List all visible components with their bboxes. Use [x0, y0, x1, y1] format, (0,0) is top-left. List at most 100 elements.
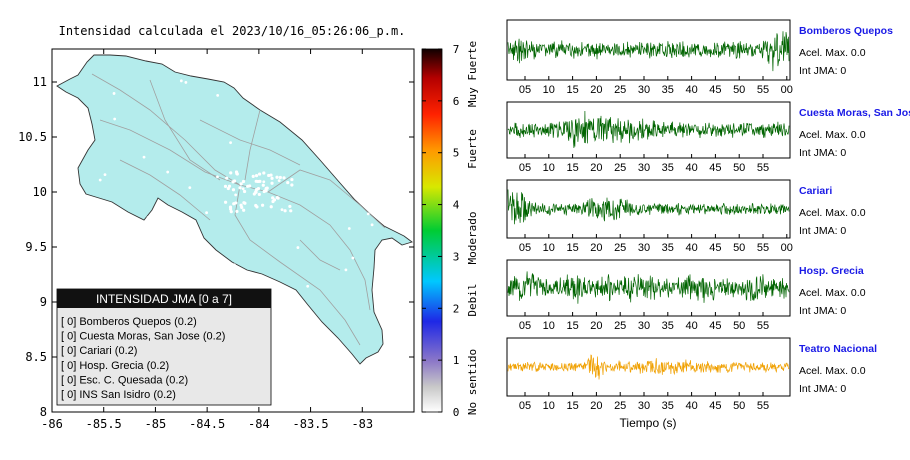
- waveform-tick-label: 20: [590, 84, 602, 96]
- legend-box: [56, 288, 272, 406]
- station-dot: [241, 187, 245, 191]
- station-dot: [329, 121, 333, 125]
- station-dot: [113, 117, 117, 121]
- station-name: Teatro Nacional: [799, 343, 877, 355]
- waveform-tick-label: 15: [566, 400, 578, 412]
- station-dot: [219, 273, 223, 276]
- legend-title-bar: [57, 289, 271, 308]
- station-name: Cuesta Moras, San Jose: [799, 107, 910, 119]
- waveform-tick-label: 30: [638, 242, 650, 254]
- station-dot: [156, 273, 159, 277]
- station-dot: [223, 184, 228, 188]
- station-dot: [370, 223, 374, 227]
- waveform-tick-label: 45: [709, 162, 721, 174]
- station-dot: [142, 155, 146, 159]
- station-dot: [241, 179, 246, 184]
- station-dot: [242, 201, 246, 205]
- station-dot: [275, 196, 279, 200]
- station-dot: [257, 172, 262, 176]
- waveform-trace: [507, 31, 790, 72]
- station-dot: [232, 179, 237, 183]
- waveform-tick-label: 30: [638, 162, 650, 174]
- legend-title: INTENSIDAD JMA [0 a 7]: [96, 292, 232, 306]
- colorbar-label-no-sentido: No sentido: [466, 349, 479, 415]
- waveform-tick-label: 25: [614, 162, 626, 174]
- station-dot: [260, 203, 265, 207]
- waveform-tick-label: 45: [709, 320, 721, 332]
- map-y-tick-label: 9: [40, 295, 47, 309]
- station-dot: [351, 256, 355, 260]
- colorbar-tick-label: 3: [453, 250, 460, 263]
- waveform-tick-label: 50: [733, 242, 745, 254]
- waveform-tick-label: 05: [519, 400, 531, 412]
- station-name: Cariari: [799, 185, 832, 197]
- map-y-ticks: 8 8.5 9 9.5 10 10.5 11: [18, 75, 414, 419]
- colorbar-tick-label: 1: [453, 354, 460, 367]
- legend-entry: [ 0] Cuesta Moras, San Jose (0.2): [61, 331, 225, 343]
- waveform-trace: [507, 110, 790, 149]
- station-dot: [179, 79, 183, 83]
- station-dot: [232, 263, 236, 267]
- station-dot: [239, 203, 243, 207]
- station-dot: [256, 179, 260, 184]
- station-intensity: Int JMA: 0: [799, 147, 846, 159]
- station-dot: [251, 174, 255, 178]
- waveform-tick-label: 55: [757, 84, 769, 96]
- waveform-tick-label: 45: [709, 84, 721, 96]
- map-title: Intensidad calculada el 2023/10/16_05:26…: [59, 24, 406, 38]
- intensity-legend: INTENSIDAD JMA [0 a 7] [ 0] Bomberos Que…: [56, 288, 272, 406]
- map-y-tick-label: 9.5: [25, 240, 47, 254]
- station-dot: [257, 192, 261, 197]
- waveform-tick-label: 30: [638, 400, 650, 412]
- waveform-tick-label: 25: [614, 400, 626, 412]
- station-dot: [141, 251, 145, 254]
- waveform-tick-label: 15: [566, 162, 578, 174]
- colorbar-tick-label: 5: [453, 147, 460, 160]
- station-dot: [347, 227, 351, 230]
- waveform-tick-label: 00: [781, 84, 793, 96]
- waveform-tick-label: 05: [519, 162, 531, 174]
- colorbar-ticks: 0 1 2 3 4 5 6 7: [422, 43, 460, 419]
- waveform-tick-label: 45: [709, 400, 721, 412]
- waveform-panel: 05 10 15 20 25 30 35 40 45 50 55 Cuesta Moras, San …: [506, 101, 910, 174]
- station-dot: [184, 81, 188, 84]
- station-dot: [231, 188, 236, 192]
- station-dot: [272, 297, 276, 301]
- waveform-tick-label: 50: [733, 320, 745, 332]
- time-axis-label: Tiempo (s): [620, 416, 677, 430]
- waveform-tick-label: 40: [685, 242, 697, 254]
- station-accel: Acel. Max. 0.0: [799, 47, 866, 59]
- waveform-tick-label: 30: [638, 84, 650, 96]
- station-intensity: Int JMA: 0: [799, 65, 846, 77]
- station-dot: [290, 183, 294, 187]
- waveform-tick-label: 15: [566, 320, 578, 332]
- station-dot: [283, 209, 287, 213]
- costa-rica-land: [56, 54, 413, 365]
- station-dot: [229, 171, 233, 175]
- waveform-tick-label: 10: [543, 84, 555, 96]
- waveform-tick-label: 55: [757, 162, 769, 174]
- station-accel: Acel. Max. 0.0: [799, 129, 866, 141]
- waveform-panels: 05 10 15 20 25 30 35 40 45 50 55 00 Bomberos Quepos A…: [506, 19, 910, 412]
- waveform-tick-label: 20: [590, 400, 602, 412]
- map-x-tick-label: -84.5: [189, 417, 225, 431]
- waveform-tick-label: 45: [709, 242, 721, 254]
- station-dot: [227, 184, 232, 188]
- station-dot: [278, 175, 282, 180]
- colorbar-tick-label: 4: [453, 199, 460, 212]
- station-dot: [254, 174, 259, 178]
- station-dot: [316, 320, 320, 324]
- station-dot: [264, 189, 268, 193]
- colorbar-scale: [421, 48, 443, 413]
- waveform-tick-label: 10: [543, 162, 555, 174]
- waveform-tick-label: 55: [757, 320, 769, 332]
- waveform-tick-label: 35: [662, 162, 674, 174]
- station-dot: [267, 173, 271, 178]
- station-dot: [270, 181, 274, 185]
- station-dot: [223, 200, 228, 204]
- waveform-trace: [507, 271, 790, 304]
- station-dot: [269, 205, 273, 209]
- legend-entries: [ 0] Bomberos Quepos (0.2) [ 0] Cuesta Mo…: [61, 316, 225, 401]
- station-dot: [286, 180, 290, 185]
